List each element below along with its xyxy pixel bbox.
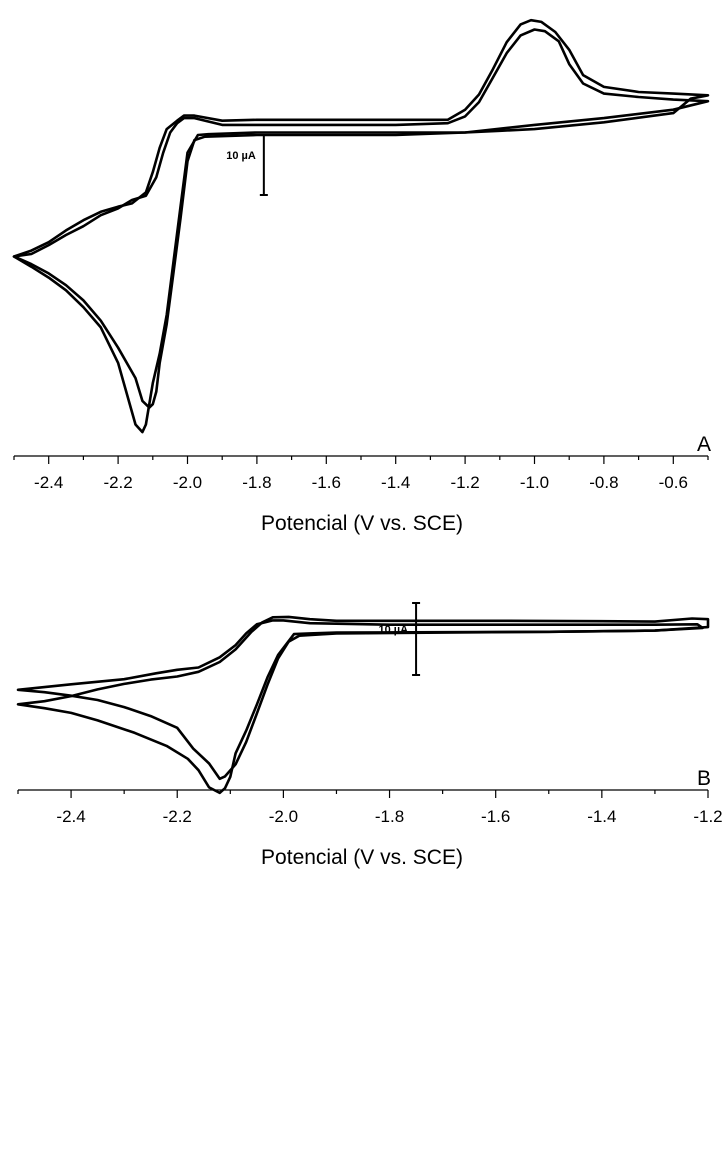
current-scale-bar bbox=[259, 134, 268, 196]
x-tick-label: -2.2 bbox=[163, 807, 192, 826]
x-tick-label: -2.2 bbox=[103, 473, 132, 492]
panel-b: -2.4 -2.2 -2.0 -1.8 -1.6 -1.4 -1.2 Potencial (V… bbox=[16, 602, 723, 869]
x-tick-label: -2.4 bbox=[34, 473, 63, 492]
x-tick-label: -2.0 bbox=[269, 807, 298, 826]
x-tick-label: -2.0 bbox=[173, 473, 202, 492]
panel-letter: B bbox=[697, 767, 711, 790]
current-scale-bar bbox=[412, 602, 421, 676]
x-tick-label: -0.8 bbox=[589, 473, 618, 492]
panel-letter: A bbox=[697, 433, 711, 456]
x-tick-label: -1.0 bbox=[520, 473, 549, 492]
scale-bar-label: 10 µA bbox=[226, 150, 256, 162]
x-tick-label: -1.2 bbox=[693, 807, 722, 826]
cv-curve-1 bbox=[12, 28, 710, 409]
x-tick-label: -1.6 bbox=[481, 807, 510, 826]
x-tick-label: -1.2 bbox=[450, 473, 479, 492]
x-axis-title: Potencial (V vs. SCE) bbox=[261, 846, 463, 869]
x-tick-label: -1.4 bbox=[381, 473, 410, 492]
x-axis-title: Potencial (V vs. SCE) bbox=[261, 512, 463, 535]
x-tick-label: -1.8 bbox=[375, 807, 404, 826]
cv-curve-1 bbox=[16, 619, 704, 781]
x-tick-label: -0.6 bbox=[659, 473, 688, 492]
x-tick-label: -1.6 bbox=[312, 473, 341, 492]
x-tick-label: -1.4 bbox=[587, 807, 616, 826]
x-tick-label: -1.8 bbox=[242, 473, 271, 492]
scale-bar-label: 10 µA bbox=[378, 624, 408, 636]
cv-curve-2 bbox=[16, 615, 710, 795]
cv-curve-2 bbox=[12, 18, 710, 434]
panel-a: -2.4 -2.2 -2.0 -1.8 -1.6 -1.4 -1.2 -1.0 -0.8 -0.6… bbox=[12, 18, 711, 535]
x-tick-label: -2.4 bbox=[56, 807, 85, 826]
